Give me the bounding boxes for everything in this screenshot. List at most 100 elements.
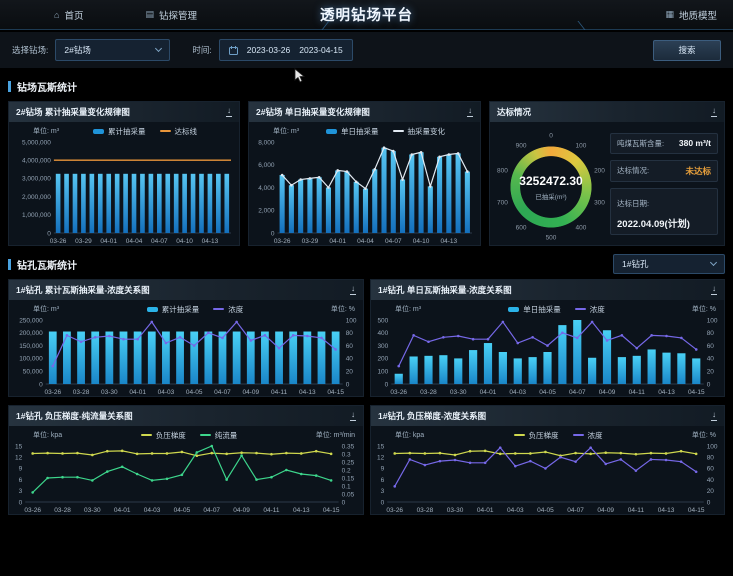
chart-legend: 负压梯度 浓度: [424, 430, 692, 441]
svg-text:04-11: 04-11: [263, 507, 280, 514]
svg-text:04-13: 04-13: [299, 389, 316, 396]
svg-text:6,000: 6,000: [258, 162, 275, 169]
svg-text:80: 80: [707, 455, 715, 462]
gauge: 0 100 200 300 400 500 600 700 800 900 3252472.30 …: [492, 126, 610, 242]
svg-text:04-04: 04-04: [357, 238, 374, 245]
download-icon[interactable]: ↓: [711, 284, 717, 295]
svg-text:0.3: 0.3: [342, 451, 351, 458]
svg-text:04-09: 04-09: [597, 507, 614, 514]
download-icon[interactable]: ↓: [350, 410, 356, 421]
legend-item[interactable]: 浓度: [574, 304, 605, 315]
svg-text:40: 40: [707, 356, 715, 363]
svg-text:04-03: 04-03: [144, 507, 161, 514]
svg-text:04-13: 04-13: [658, 389, 675, 396]
date-start[interactable]: 2023-03-26: [246, 45, 291, 55]
legend-item[interactable]: 累计抽采量: [146, 304, 199, 315]
svg-text:03-26: 03-26: [44, 389, 61, 396]
svg-text:03-29: 03-29: [75, 238, 92, 245]
nav-item-home[interactable]: ⌂ 首页: [54, 8, 83, 22]
svg-text:4,000: 4,000: [258, 185, 275, 192]
svg-text:04-13: 04-13: [202, 238, 219, 245]
svg-text:40: 40: [707, 477, 715, 484]
svg-text:50,000: 50,000: [23, 369, 43, 376]
home-icon: ⌂: [54, 9, 60, 20]
hole-select[interactable]: 1#钻孔: [613, 254, 725, 274]
svg-text:04-05: 04-05: [174, 507, 191, 514]
legend-item[interactable]: 纯流量: [199, 430, 237, 441]
chart-legend: 累计抽采量 达标线: [59, 126, 231, 137]
site-select[interactable]: 2#钻场: [55, 39, 171, 61]
svg-text:500: 500: [377, 317, 388, 324]
chart-canvas: 0 3 6 9 12 15 0 0.05 0.1 0.15 0.2 0.25 0.3 0.35 03-26 0…: [9, 441, 363, 519]
panel-title: 达标情况: [497, 107, 532, 117]
gauge-value: 3252472.30: [519, 173, 583, 188]
svg-text:03-28: 03-28: [417, 507, 434, 514]
svg-text:4,000,000: 4,000,000: [22, 158, 51, 165]
legend-item[interactable]: 浓度: [213, 304, 243, 315]
nav-item-label: 地质模型: [678, 10, 717, 22]
section-title: 钻孔瓦斯统计: [17, 260, 77, 272]
legend-item[interactable]: 抽采量变化: [392, 126, 445, 137]
site-stats-row: 2#钻场 累计抽采量变化规律图 ↓ 单位: m³ 累计抽采量 达标线 0 1,000…: [8, 101, 725, 246]
panel-title: 1#钻孔 单日瓦斯抽采量-浓度关系图: [378, 285, 512, 295]
section-title: 钻场瓦斯统计: [17, 82, 77, 94]
panel-title: 1#钻孔 负压梯度-纯流量关系图: [16, 411, 133, 421]
panel-title: 2#钻场 单日抽采量变化规律图: [256, 107, 370, 117]
svg-text:04-11: 04-11: [628, 507, 645, 514]
svg-text:04-03: 04-03: [158, 389, 175, 396]
legend-item[interactable]: 达标线: [159, 126, 197, 137]
svg-text:04-07: 04-07: [203, 507, 220, 514]
svg-text:3: 3: [19, 488, 23, 495]
svg-text:04-09: 04-09: [233, 507, 250, 514]
svg-text:04-04: 04-04: [126, 238, 143, 245]
svg-text:60: 60: [707, 343, 715, 350]
unit-left: 单位: kpa: [33, 432, 63, 439]
svg-text:60: 60: [346, 343, 354, 350]
legend-item[interactable]: 负压梯度: [513, 430, 559, 441]
svg-text:04-03: 04-03: [507, 507, 524, 514]
panel-title: 1#钻孔 负压梯度-浓度关系图: [378, 411, 487, 421]
panel-pressure-flow: 1#钻孔 负压梯度-纯流量关系图 ↓ 单位: kpa 负压梯度 纯流量 单位: m…: [8, 405, 364, 515]
legend-item[interactable]: 单日抽采量: [326, 126, 379, 137]
svg-text:03-29: 03-29: [302, 238, 319, 245]
chart-canvas: 0 100 200 300 400 500 0 20 40 60 80 100 03-26 03-28 03…: [371, 315, 724, 401]
gauge-value-label: 已抽采(m³): [535, 193, 567, 201]
svg-text:04-01: 04-01: [480, 389, 497, 396]
svg-text:0: 0: [47, 230, 51, 237]
svg-text:0: 0: [39, 381, 43, 388]
nav-item-drill-manage[interactable]: ▤ 钻探管理: [145, 8, 197, 22]
unit-right: 单位: %: [691, 306, 716, 313]
svg-text:03-30: 03-30: [101, 389, 118, 396]
svg-text:200,000: 200,000: [19, 330, 43, 337]
legend-item[interactable]: 单日抽采量: [508, 304, 561, 315]
download-icon[interactable]: ↓: [711, 410, 717, 421]
panel-hole-daily: 1#钻孔 单日瓦斯抽采量-浓度关系图 ↓ 单位: m³ 单日抽采量 浓度 单位: …: [370, 279, 725, 397]
svg-text:04-07: 04-07: [385, 238, 402, 245]
legend-item[interactable]: 浓度: [572, 430, 603, 441]
time-label: 时间:: [192, 45, 212, 55]
date-end[interactable]: 2023-04-15: [299, 45, 343, 55]
svg-text:04-01: 04-01: [114, 507, 131, 514]
legend-item[interactable]: 累计抽采量: [93, 126, 146, 137]
svg-text:9: 9: [19, 466, 23, 473]
info-gas-content: 吨煤瓦斯含量: 380 m³/t: [610, 132, 718, 154]
download-icon[interactable]: ↓: [467, 106, 473, 117]
search-button[interactable]: 搜索: [653, 39, 721, 61]
gauge-ticks: 0 100 200 300 400 500 600 700 800 900: [497, 132, 605, 242]
date-range-picker[interactable]: 2023-03-26 2023-04-15: [218, 39, 353, 61]
svg-text:0: 0: [19, 499, 23, 506]
download-icon[interactable]: ↓: [226, 106, 232, 117]
site-select-value: 2#钻场: [64, 45, 91, 55]
chart-legend: 负压梯度 纯流量: [62, 430, 316, 441]
nav-item-geo-model[interactable]: ▦ 地质模型: [665, 8, 717, 22]
download-icon[interactable]: ↓: [350, 284, 356, 295]
svg-text:0.05: 0.05: [342, 491, 355, 498]
svg-text:04-15: 04-15: [688, 507, 705, 514]
legend-item[interactable]: 负压梯度: [140, 430, 186, 441]
site-select-label: 选择钻场:: [12, 45, 49, 55]
chart-canvas: 0 50,000 100,000 150,000 200,000 250,000 0 20 40…: [9, 315, 363, 401]
svg-text:04-01: 04-01: [477, 507, 494, 514]
top-nav: ⌂ 首页 ▤ 钻探管理 透明钻场平台 ▦ 地质模型: [0, 0, 733, 30]
svg-text:03-28: 03-28: [54, 507, 71, 514]
download-icon[interactable]: ↓: [711, 106, 717, 117]
